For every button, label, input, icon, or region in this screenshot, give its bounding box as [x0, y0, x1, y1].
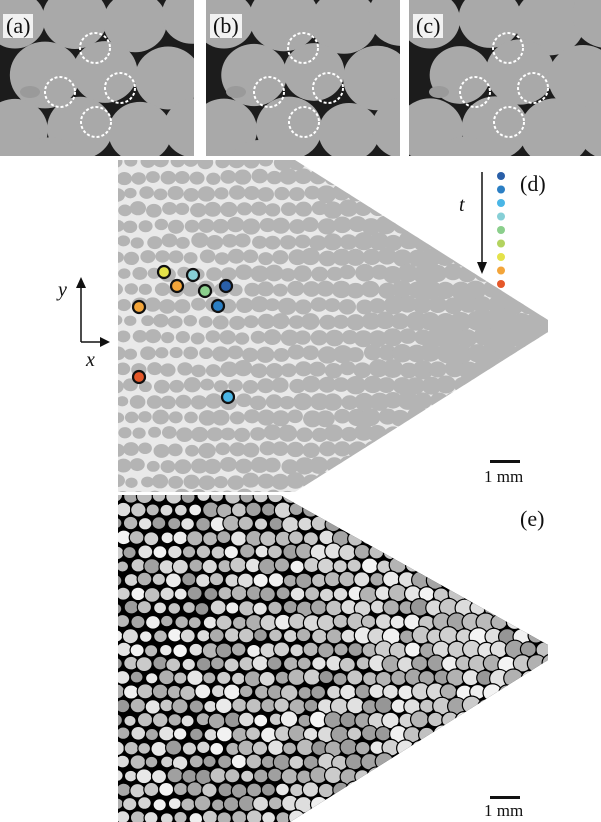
micrograph-c-svg — [409, 0, 601, 156]
panel-label-c: (c) — [413, 14, 444, 38]
time-axis-label: t — [459, 194, 465, 216]
scale-bar-d — [490, 460, 520, 463]
x-axis-label: x — [86, 349, 95, 371]
micrograph-panel-a — [0, 0, 194, 156]
scale-label-e: 1 mm — [484, 801, 524, 820]
panel-label-a: (a) — [3, 14, 34, 38]
time-arrow — [477, 172, 487, 274]
xy-axes-icon — [76, 277, 110, 347]
y-axis-label: y — [58, 279, 67, 301]
panel-label-e: (e) — [520, 506, 545, 531]
panel-label-b: (b) — [210, 14, 242, 38]
panel-label-d: (d) — [520, 171, 546, 196]
foam-wedge-e — [118, 495, 548, 822]
micrograph-a-svg — [0, 0, 194, 156]
scale-label-d: 1 mm — [484, 467, 524, 486]
scale-bar-e — [490, 796, 520, 799]
time-legend-dots — [497, 172, 505, 288]
micrograph-panel-c — [409, 0, 601, 156]
